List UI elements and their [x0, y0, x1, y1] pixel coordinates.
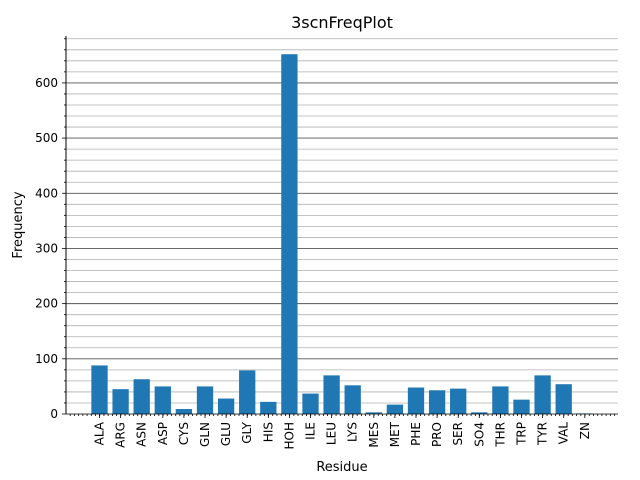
y-tick-label: 400: [35, 186, 58, 200]
bar-ala: [91, 365, 108, 414]
bar-met: [386, 404, 404, 414]
x-tick-label-phe: PHE: [409, 422, 423, 446]
bar-gly: [239, 370, 256, 414]
x-tick-label-gly: GLY: [240, 421, 254, 443]
x-tick-label-pro: PRO: [430, 422, 444, 447]
bar-leu: [323, 375, 340, 414]
x-tick-label-val: VAL: [557, 422, 571, 445]
bar-glu: [217, 398, 235, 414]
x-tick-label-ile: ILE: [304, 422, 318, 440]
bar-so4: [471, 412, 488, 414]
bar-trp: [513, 399, 530, 414]
x-tick-label-trp: TRP: [515, 422, 529, 446]
major-gridlines: [66, 82, 618, 360]
chart-title: 3scnFreqPlot: [291, 13, 393, 32]
y-axis-label: Frequency: [11, 191, 26, 258]
bar-asp: [154, 386, 171, 414]
bar-thr: [492, 386, 509, 414]
bar-arg: [112, 389, 129, 414]
x-tick-label-so4: SO4: [472, 422, 486, 447]
x-tick-label-hoh: HOH: [282, 422, 296, 450]
x-tick-label-cys: CYS: [177, 422, 191, 445]
x-tick-label-asn: ASN: [135, 422, 149, 447]
x-tick-label-ala: ALA: [93, 421, 107, 445]
x-tick-label-thr: THR: [493, 422, 507, 448]
bar-hoh: [281, 54, 298, 415]
bar-val: [555, 384, 572, 414]
y-tick-label: 300: [35, 241, 58, 255]
bar-pro: [428, 390, 446, 414]
x-tick-label-his: HIS: [261, 422, 275, 442]
x-axis-label: Residue: [316, 460, 367, 475]
bars: [91, 54, 593, 415]
bar-ile: [302, 393, 319, 414]
y-tick-label: 500: [35, 131, 58, 145]
y-tick-label: 200: [35, 297, 58, 311]
x-tick-label-tyr: TYR: [536, 422, 550, 446]
y-tick-label: 100: [35, 352, 58, 366]
x-tick-label-ser: SER: [451, 422, 465, 446]
x-tick-label-zn: ZN: [578, 422, 592, 439]
bar-asn: [133, 379, 150, 414]
bar-gln: [196, 386, 214, 414]
minor-gridlines: [66, 38, 618, 404]
bar-his: [260, 401, 277, 414]
bar-lys: [344, 385, 361, 414]
bar-tyr: [534, 375, 551, 414]
bar-phe: [407, 387, 425, 414]
y-tick-label: 600: [35, 76, 58, 90]
x-tick-label-glu: GLU: [219, 422, 233, 446]
bar-ser: [450, 388, 467, 414]
x-axis-ticks: ALA ARG ASN ASP CYS GLN GLU GLY HIS HOH ILE LEU LYS M…: [66, 413, 618, 450]
x-tick-label-leu: LEU: [325, 422, 339, 445]
x-tick-label-met: MET: [388, 421, 402, 447]
x-tick-label-mes: MES: [367, 422, 381, 448]
bar-cys: [175, 409, 193, 414]
x-tick-label-asp: ASP: [156, 422, 170, 445]
y-axis-ticks: 0 100 200 300 400 500 600: [35, 38, 66, 421]
bar-mes: [365, 412, 382, 414]
x-tick-label-lys: LYS: [346, 422, 360, 442]
x-tick-label-gln: GLN: [198, 422, 212, 447]
y-tick-label: 0: [50, 407, 58, 421]
x-tick-label-arg: ARG: [114, 422, 128, 448]
